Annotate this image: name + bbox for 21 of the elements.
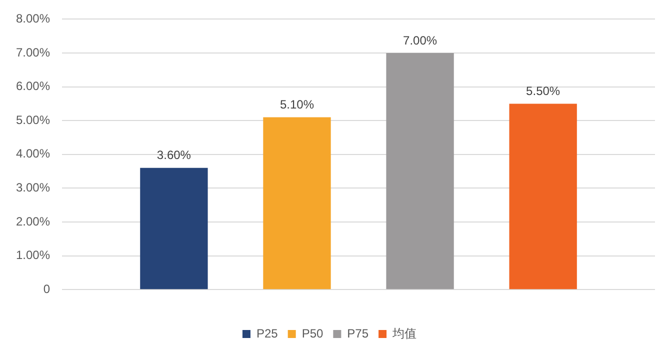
- data-label: 7.00%: [403, 33, 438, 48]
- bar: [263, 117, 331, 290]
- y-tick-label: 2.00%: [16, 214, 50, 228]
- y-tick-label: 8.00%: [16, 12, 50, 26]
- data-label: 5.50%: [526, 84, 560, 98]
- legend-label: P50: [302, 326, 324, 340]
- y-tick-label: 4.00%: [16, 146, 50, 161]
- bar: [509, 104, 577, 290]
- y-tick-label: 7.00%: [16, 45, 50, 60]
- bar: [386, 53, 454, 290]
- data-label: 3.60%: [156, 148, 192, 162]
- y-tick-label: 0: [43, 282, 50, 296]
- bar: [140, 168, 208, 290]
- y-tick-label: 5.00%: [16, 112, 50, 127]
- legend-label: P25: [256, 326, 278, 340]
- y-tick-label: 3.00%: [16, 180, 50, 195]
- data-label: 5.10%: [280, 98, 314, 112]
- legend-label: P75: [347, 326, 369, 340]
- y-tick-label: 1.00%: [16, 248, 50, 262]
- legend-label: 均值: [392, 326, 417, 340]
- y-tick-label: 6.00%: [16, 79, 50, 94]
